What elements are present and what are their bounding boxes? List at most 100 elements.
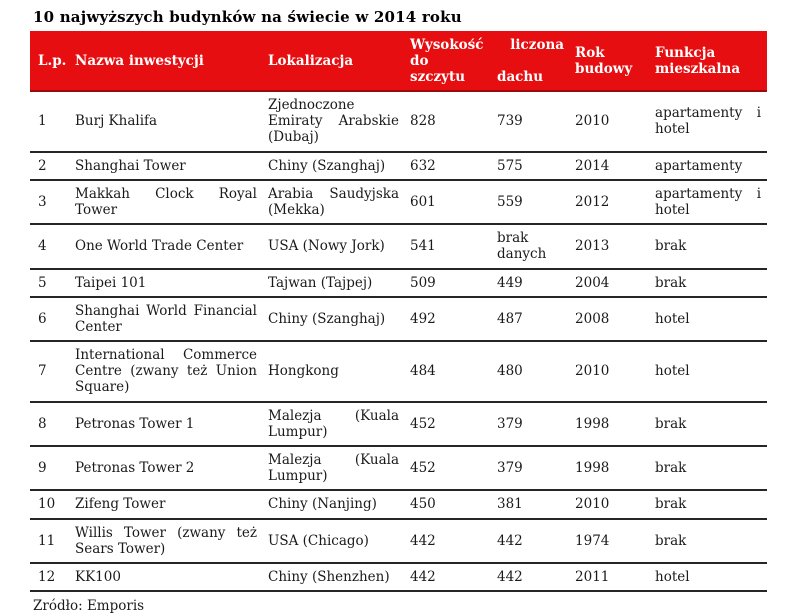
cell-year: 2004 xyxy=(570,268,651,298)
cell-height-roof: 487 xyxy=(492,296,571,343)
header-height-word: do xyxy=(410,52,429,69)
cell-year: 1974 xyxy=(570,518,651,564)
source-note: Zródło: Emporis xyxy=(33,598,145,614)
cell-lp: 7 xyxy=(30,341,70,403)
table-row: 8 Petronas Tower 1 Malezja (Kuala Lumpur… xyxy=(30,401,768,448)
cell-height-spire: 509 xyxy=(405,268,492,298)
cell-location: Malezja (Kuala Lumpur) xyxy=(263,401,405,448)
cell-location: Malezja (Kuala Lumpur) xyxy=(263,446,405,492)
cell-name: Shanghai Tower xyxy=(70,151,263,181)
cell-height-roof: 381 xyxy=(492,490,571,520)
cell-name: Petronas Tower 1 xyxy=(70,401,263,448)
header-height-line3: szczytu dachu xyxy=(410,69,564,85)
cell-lp: 2 xyxy=(30,151,70,181)
cell-lp: 1 xyxy=(30,91,70,153)
cell-function: brak xyxy=(650,268,768,298)
cell-lp: 12 xyxy=(30,562,70,593)
cell-name: KK100 xyxy=(70,562,263,593)
cell-lp: 11 xyxy=(30,518,70,564)
table-row: 3 Makkah Clock Royal Tower Arabia Saudyj… xyxy=(30,179,768,226)
cell-location: Chiny (Shenzhen) xyxy=(263,562,405,593)
table-row: 10 Zifeng Tower Chiny (Nanjing) 450 381 … xyxy=(30,490,768,520)
cell-location: Chiny (Nanjing) xyxy=(263,490,405,520)
cell-height-roof: 379 xyxy=(492,446,571,492)
cell-function: brak xyxy=(650,490,768,520)
cell-function: hotel xyxy=(650,562,768,593)
header-lp: L.p. xyxy=(30,31,70,92)
cell-year: 2008 xyxy=(570,296,651,343)
cell-name: Willis Tower (zwany też Sears Tower) xyxy=(70,518,263,564)
table-row: 5 Taipei 101 Tajwan (Tajpej) 509 449 200… xyxy=(30,268,768,298)
cell-height-roof: 575 xyxy=(492,151,571,181)
header-function: Funkcja mieszkalna xyxy=(650,31,768,92)
table-row: 2 Shanghai Tower Chiny (Szanghaj) 632 57… xyxy=(30,151,768,181)
cell-function: brak xyxy=(650,446,768,492)
cell-name: International Commerce Centre (zwany też… xyxy=(70,341,263,403)
cell-height-spire: 450 xyxy=(405,490,492,520)
cell-height-spire: 442 xyxy=(405,562,492,593)
cell-height-spire: 452 xyxy=(405,401,492,448)
cell-name: Zifeng Tower xyxy=(70,490,263,520)
cell-height-roof: 480 xyxy=(492,341,571,403)
page-title: 10 najwyższych budynków na świecie w 201… xyxy=(33,8,462,26)
header-height-group: Wysokość liczona do szczytu dachu xyxy=(405,31,571,92)
cell-function: apartamenty i hotel xyxy=(650,179,768,226)
cell-year: 2010 xyxy=(570,490,651,520)
cell-lp: 4 xyxy=(30,224,70,270)
cell-location: Arabia Saudyjska (Mekka) xyxy=(263,179,405,226)
cell-height-spire: 442 xyxy=(405,518,492,564)
cell-function: brak xyxy=(650,518,768,564)
cell-height-roof: 739 xyxy=(492,91,571,153)
header-height-word: liczona xyxy=(510,36,565,53)
header-name: Nazwa inwestycji xyxy=(70,31,263,92)
cell-function: brak xyxy=(650,224,768,270)
header-height-roof: dachu xyxy=(497,68,544,85)
cell-name: Makkah Clock Royal Tower xyxy=(70,179,263,226)
cell-location: Zjednoczone Emiraty Arabskie (Dubaj) xyxy=(263,91,405,153)
cell-function: brak xyxy=(650,401,768,448)
table-row: 1 Burj Khalifa Zjednoczone Emiraty Arabs… xyxy=(30,91,768,153)
header-row: L.p. Nazwa inwestycji Lokalizacja Wysoko… xyxy=(30,31,768,92)
table-row: 7 International Commerce Centre (zwany t… xyxy=(30,341,768,403)
header-height-spire: szczytu xyxy=(410,68,466,85)
cell-height-spire: 541 xyxy=(405,224,492,270)
cell-year: 2012 xyxy=(570,179,651,226)
cell-lp: 6 xyxy=(30,296,70,343)
cell-name: One World Trade Center xyxy=(70,224,263,270)
table-row: 6 Shanghai World Financial Center Chiny … xyxy=(30,296,768,343)
buildings-table: L.p. Nazwa inwestycji Lokalizacja Wysoko… xyxy=(30,31,768,593)
cell-year: 1998 xyxy=(570,446,651,492)
header-location: Lokalizacja xyxy=(263,31,405,92)
cell-height-roof: 449 xyxy=(492,268,571,298)
table-row: 11 Willis Tower (zwany też Sears Tower) … xyxy=(30,518,768,564)
table-row: 4 One World Trade Center USA (Nowy Jork)… xyxy=(30,224,768,270)
cell-location: Chiny (Szanghaj) xyxy=(263,296,405,343)
cell-height-roof: 379 xyxy=(492,401,571,448)
table-row: 12 KK100 Chiny (Shenzhen) 442 442 2011 h… xyxy=(30,562,768,593)
cell-year: 2011 xyxy=(570,562,651,593)
cell-lp: 10 xyxy=(30,490,70,520)
cell-function: hotel xyxy=(650,341,768,403)
cell-height-spire: 492 xyxy=(405,296,492,343)
cell-height-roof: 442 xyxy=(492,562,571,593)
cell-year: 1998 xyxy=(570,401,651,448)
cell-height-spire: 452 xyxy=(405,446,492,492)
cell-name: Taipei 101 xyxy=(70,268,263,298)
table-row: 9 Petronas Tower 2 Malezja (Kuala Lumpur… xyxy=(30,446,768,492)
cell-height-spire: 484 xyxy=(405,341,492,403)
cell-function: apartamenty i hotel xyxy=(650,91,768,153)
header-height-word: Wysokość xyxy=(410,36,484,53)
cell-year: 2013 xyxy=(570,224,651,270)
cell-lp: 3 xyxy=(30,179,70,226)
cell-name: Petronas Tower 2 xyxy=(70,446,263,492)
cell-location: Hongkong xyxy=(263,341,405,403)
header-height-line2: do xyxy=(410,53,564,69)
table-header: L.p. Nazwa inwestycji Lokalizacja Wysoko… xyxy=(30,31,768,92)
cell-year: 2010 xyxy=(570,91,651,153)
cell-height-spire: 632 xyxy=(405,151,492,181)
cell-lp: 8 xyxy=(30,401,70,448)
cell-name: Burj Khalifa xyxy=(70,91,263,153)
cell-lp: 5 xyxy=(30,268,70,298)
cell-location: USA (Nowy Jork) xyxy=(263,224,405,270)
